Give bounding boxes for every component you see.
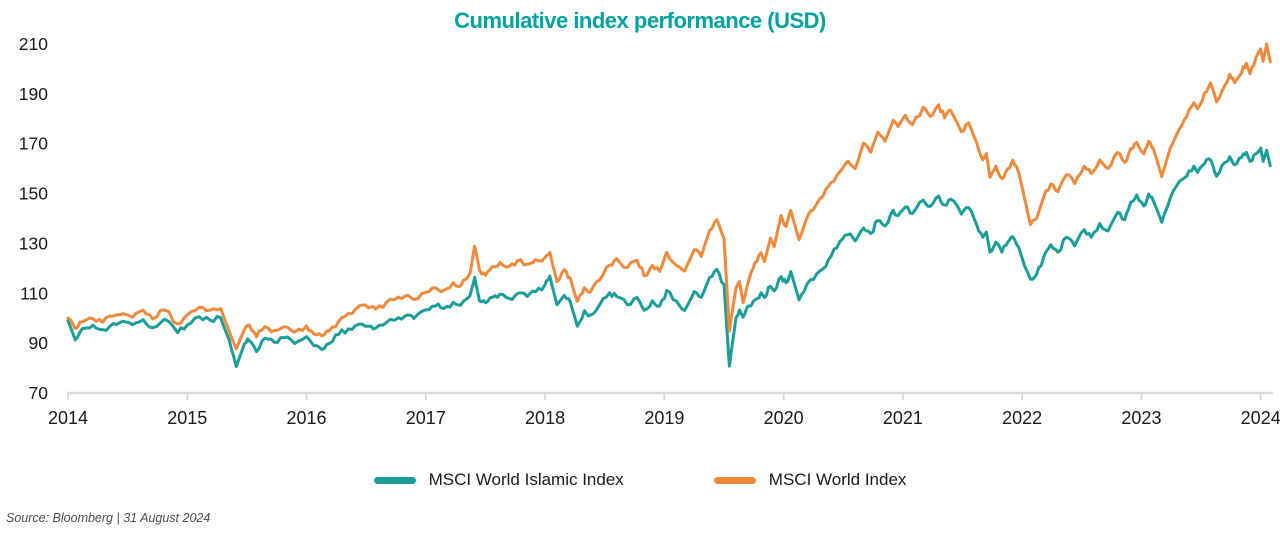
line-chart: 210 190 170 150 130 110 90 70 2014 2015 2016 2017 20… <box>19 34 1280 428</box>
x-tick-label: 2023 <box>1121 408 1161 428</box>
legend-label-world: MSCI World Index <box>768 470 907 489</box>
islamic-index-line <box>66 146 1272 369</box>
y-tick-label: 70 <box>29 383 49 403</box>
x-tick-label: 2024 <box>1241 408 1280 428</box>
y-tick-label: 150 <box>19 184 48 204</box>
y-tick-label: 110 <box>20 283 48 303</box>
legend-label-islamic: MSCI World Islamic Index <box>428 470 624 489</box>
x-tick-label: 2017 <box>406 408 446 428</box>
x-tick-label: 2021 <box>883 408 923 428</box>
y-tick-label: 130 <box>19 233 48 253</box>
world-line-swatch-icon <box>713 476 756 484</box>
chart-title: Cumulative index performance (USD) <box>454 8 826 33</box>
x-tick-label: 2019 <box>644 408 684 428</box>
y-tick-label: 210 <box>19 34 48 54</box>
legend-item-world: MSCI World Index <box>713 470 907 490</box>
y-tick-label: 90 <box>29 333 49 353</box>
legend: MSCI World Islamic Index MSCI World Inde… <box>0 470 1280 490</box>
x-tick-label: 2018 <box>525 408 565 428</box>
x-tick-label: 2014 <box>48 408 88 428</box>
islamic-line-swatch-icon <box>373 476 416 484</box>
source-note: Source: Bloomberg | 31 August 2024 <box>6 511 211 525</box>
x-tick-label: 2016 <box>287 408 327 428</box>
legend-item-islamic: MSCI World Islamic Index <box>373 470 624 490</box>
x-tick-label: 2020 <box>764 408 804 428</box>
y-tick-label: 170 <box>19 134 48 154</box>
x-tick-label: 2015 <box>167 408 207 428</box>
y-tick-label: 190 <box>19 84 48 104</box>
world-index-line <box>66 42 1272 351</box>
x-tick-label: 2022 <box>1002 408 1042 428</box>
